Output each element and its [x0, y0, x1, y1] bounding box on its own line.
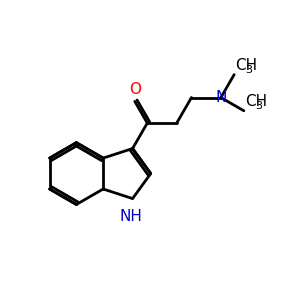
Text: 3: 3 [245, 64, 252, 75]
Text: O: O [129, 82, 141, 97]
Text: N: N [215, 90, 226, 105]
Text: NH: NH [120, 209, 142, 224]
Text: CH: CH [245, 94, 267, 109]
Text: CH: CH [236, 58, 258, 73]
Text: 3: 3 [255, 101, 262, 111]
